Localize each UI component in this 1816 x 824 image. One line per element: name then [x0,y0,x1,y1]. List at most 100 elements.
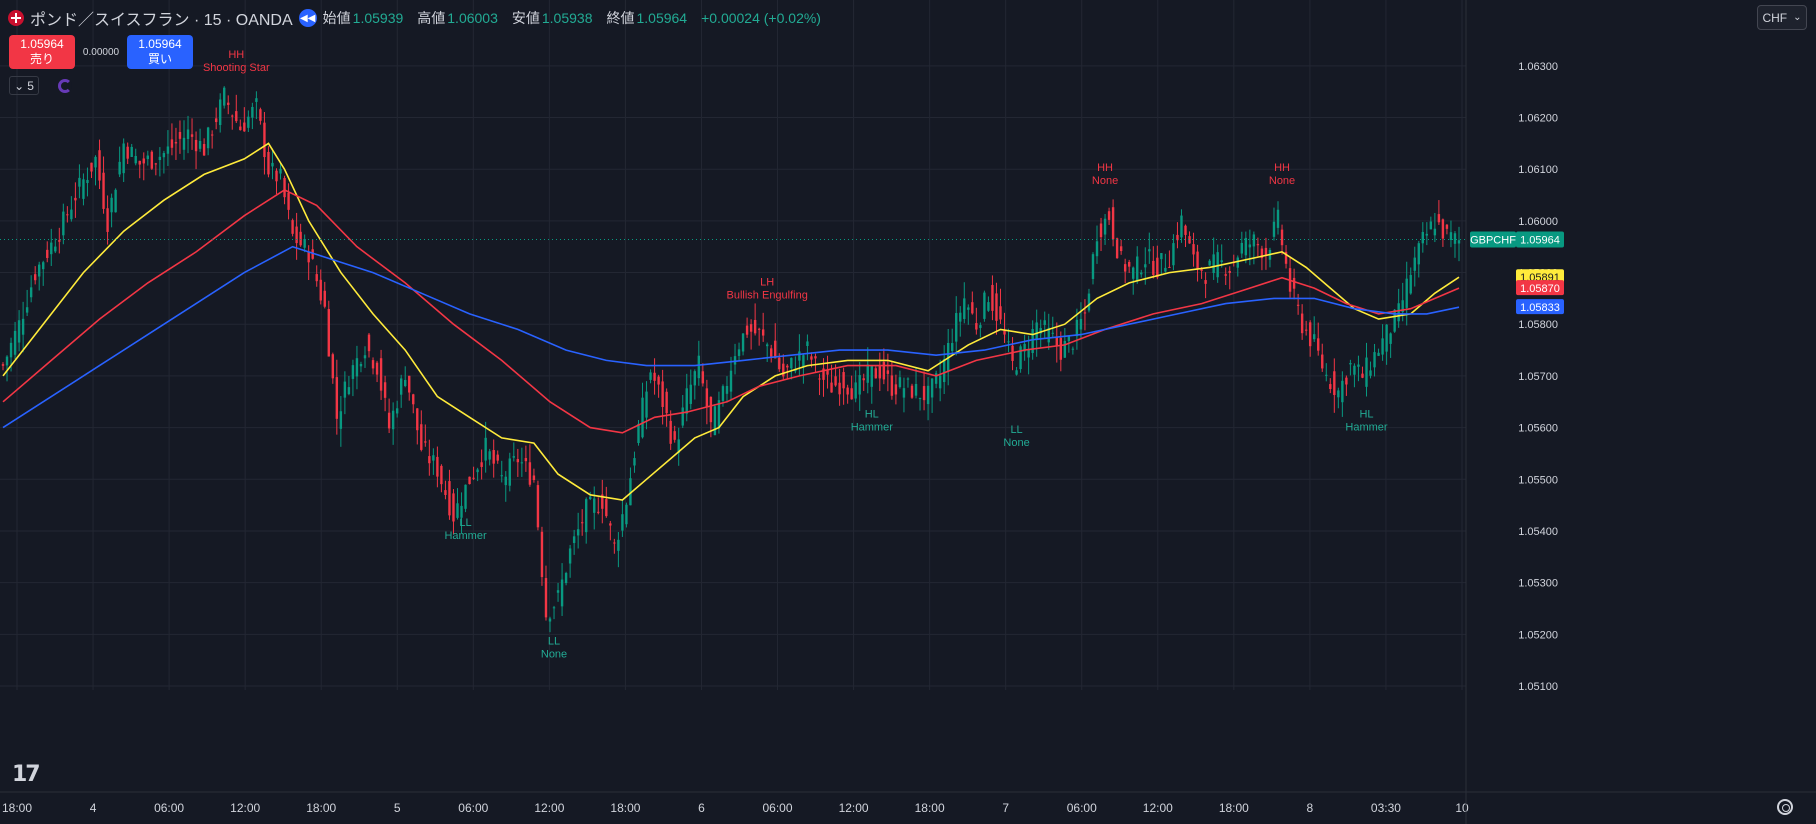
candle-body [601,494,604,509]
candle-body [914,383,918,396]
candle-body [1325,374,1328,376]
candle-body [142,158,145,164]
candle-body [717,400,721,429]
candle-body [1385,324,1388,352]
candle-body [174,142,178,144]
candle-body [657,376,660,385]
candle-body [778,357,781,370]
candle-body [319,279,322,301]
candle-body [987,302,990,311]
candle-body [942,359,946,383]
candle-body [114,189,117,213]
candle-body [287,192,290,210]
candle-body [1051,332,1054,334]
ohlc-change: +0.00024 (+0.02%) [701,10,821,26]
candle-body [231,115,234,117]
candle-body [1349,363,1352,365]
time-tick-label: 5 [394,801,401,815]
candle-body [721,386,725,401]
candle-body [194,139,198,152]
sell-button[interactable]: 1.05964 売り [9,35,75,69]
candle-body [1393,309,1396,332]
candle-body [1353,365,1356,375]
candle-body [585,499,588,533]
candle-body [1441,219,1445,239]
candle-body [826,370,829,375]
candle-body [1357,364,1360,367]
candle-body [218,99,222,125]
candle-body [1156,257,1159,278]
candle-body [938,375,942,389]
candle-body [275,170,278,182]
candle-body [247,116,250,128]
indicator-collapse-button[interactable]: ⌄ 5 [9,76,39,95]
candle-body [975,323,978,330]
candle-body [786,365,789,368]
candle-body [1039,328,1042,334]
tradingview-logo-icon[interactable]: 17 [12,762,41,787]
candle-body [1176,234,1179,241]
candle-body [532,475,536,480]
candle-body [544,578,548,618]
candle-body [1031,329,1034,354]
spread-value: 0.00000 [82,46,120,58]
pattern-label-type: HH [1097,162,1113,174]
candle-body [930,378,934,398]
candle-body [1260,248,1264,259]
time-tick-label: 06:00 [1067,801,1097,815]
candle-body [1317,338,1320,351]
candle-body [1091,254,1095,279]
chevron-down-icon: ⌄ [14,78,25,93]
candle-body [158,156,162,160]
candle-body [1160,253,1163,260]
candle-body [540,531,544,578]
candle-body [1216,252,1219,278]
candle-body [387,412,391,429]
candle-body [866,364,869,383]
candle-body [1345,377,1348,385]
candle-body [1224,274,1227,276]
candle-body [641,397,644,438]
candle-body [862,378,865,381]
symbol-tag-bg [1470,231,1516,248]
candle-body [1220,260,1223,263]
currency-selector[interactable]: CHF ⌄ [1757,5,1807,30]
candle-body [765,344,769,347]
candle-body [1389,333,1392,344]
candle-body [1164,267,1167,272]
time-tick-label: 18:00 [1219,801,1249,815]
candle-body [351,365,355,379]
candle-body [846,387,849,395]
candle-body [375,362,379,375]
ohlc-open: 始値 1.05939 [322,10,404,26]
candle-body [802,355,805,368]
replay-icon[interactable]: ◀◀ [298,9,317,27]
candle-body [979,325,982,328]
candle-body [669,420,672,444]
time-tick-label: 12:00 [230,801,260,815]
candle-body [371,360,375,369]
candle-body [428,456,431,464]
time-tick-label: 03:30 [1371,801,1401,815]
pattern-label-name: None [1092,175,1118,187]
candle-body [1397,303,1400,322]
candle-body [564,572,568,584]
ohlc-close: 終値 1.05964 [606,10,688,26]
candle-body [842,372,845,389]
price-tick-label: 1.06200 [1518,113,1558,125]
symbol-title[interactable]: ポンド／スイスフラン · 15 · OANDA [30,12,293,29]
candle-body [1023,343,1026,352]
candle-body [464,484,467,509]
candle-body [210,134,214,136]
buy-button[interactable]: 1.05964 買い [127,35,193,69]
settings-icon[interactable] [1777,799,1793,815]
candle-body [1369,370,1372,376]
candle-body [1248,244,1252,248]
buy-price: 1.05964 [138,37,182,51]
candle-body [78,177,81,187]
indicator-count: 5 [27,78,34,93]
candle-body [404,379,407,387]
candle-body [1132,267,1135,279]
candle-body [182,137,186,150]
